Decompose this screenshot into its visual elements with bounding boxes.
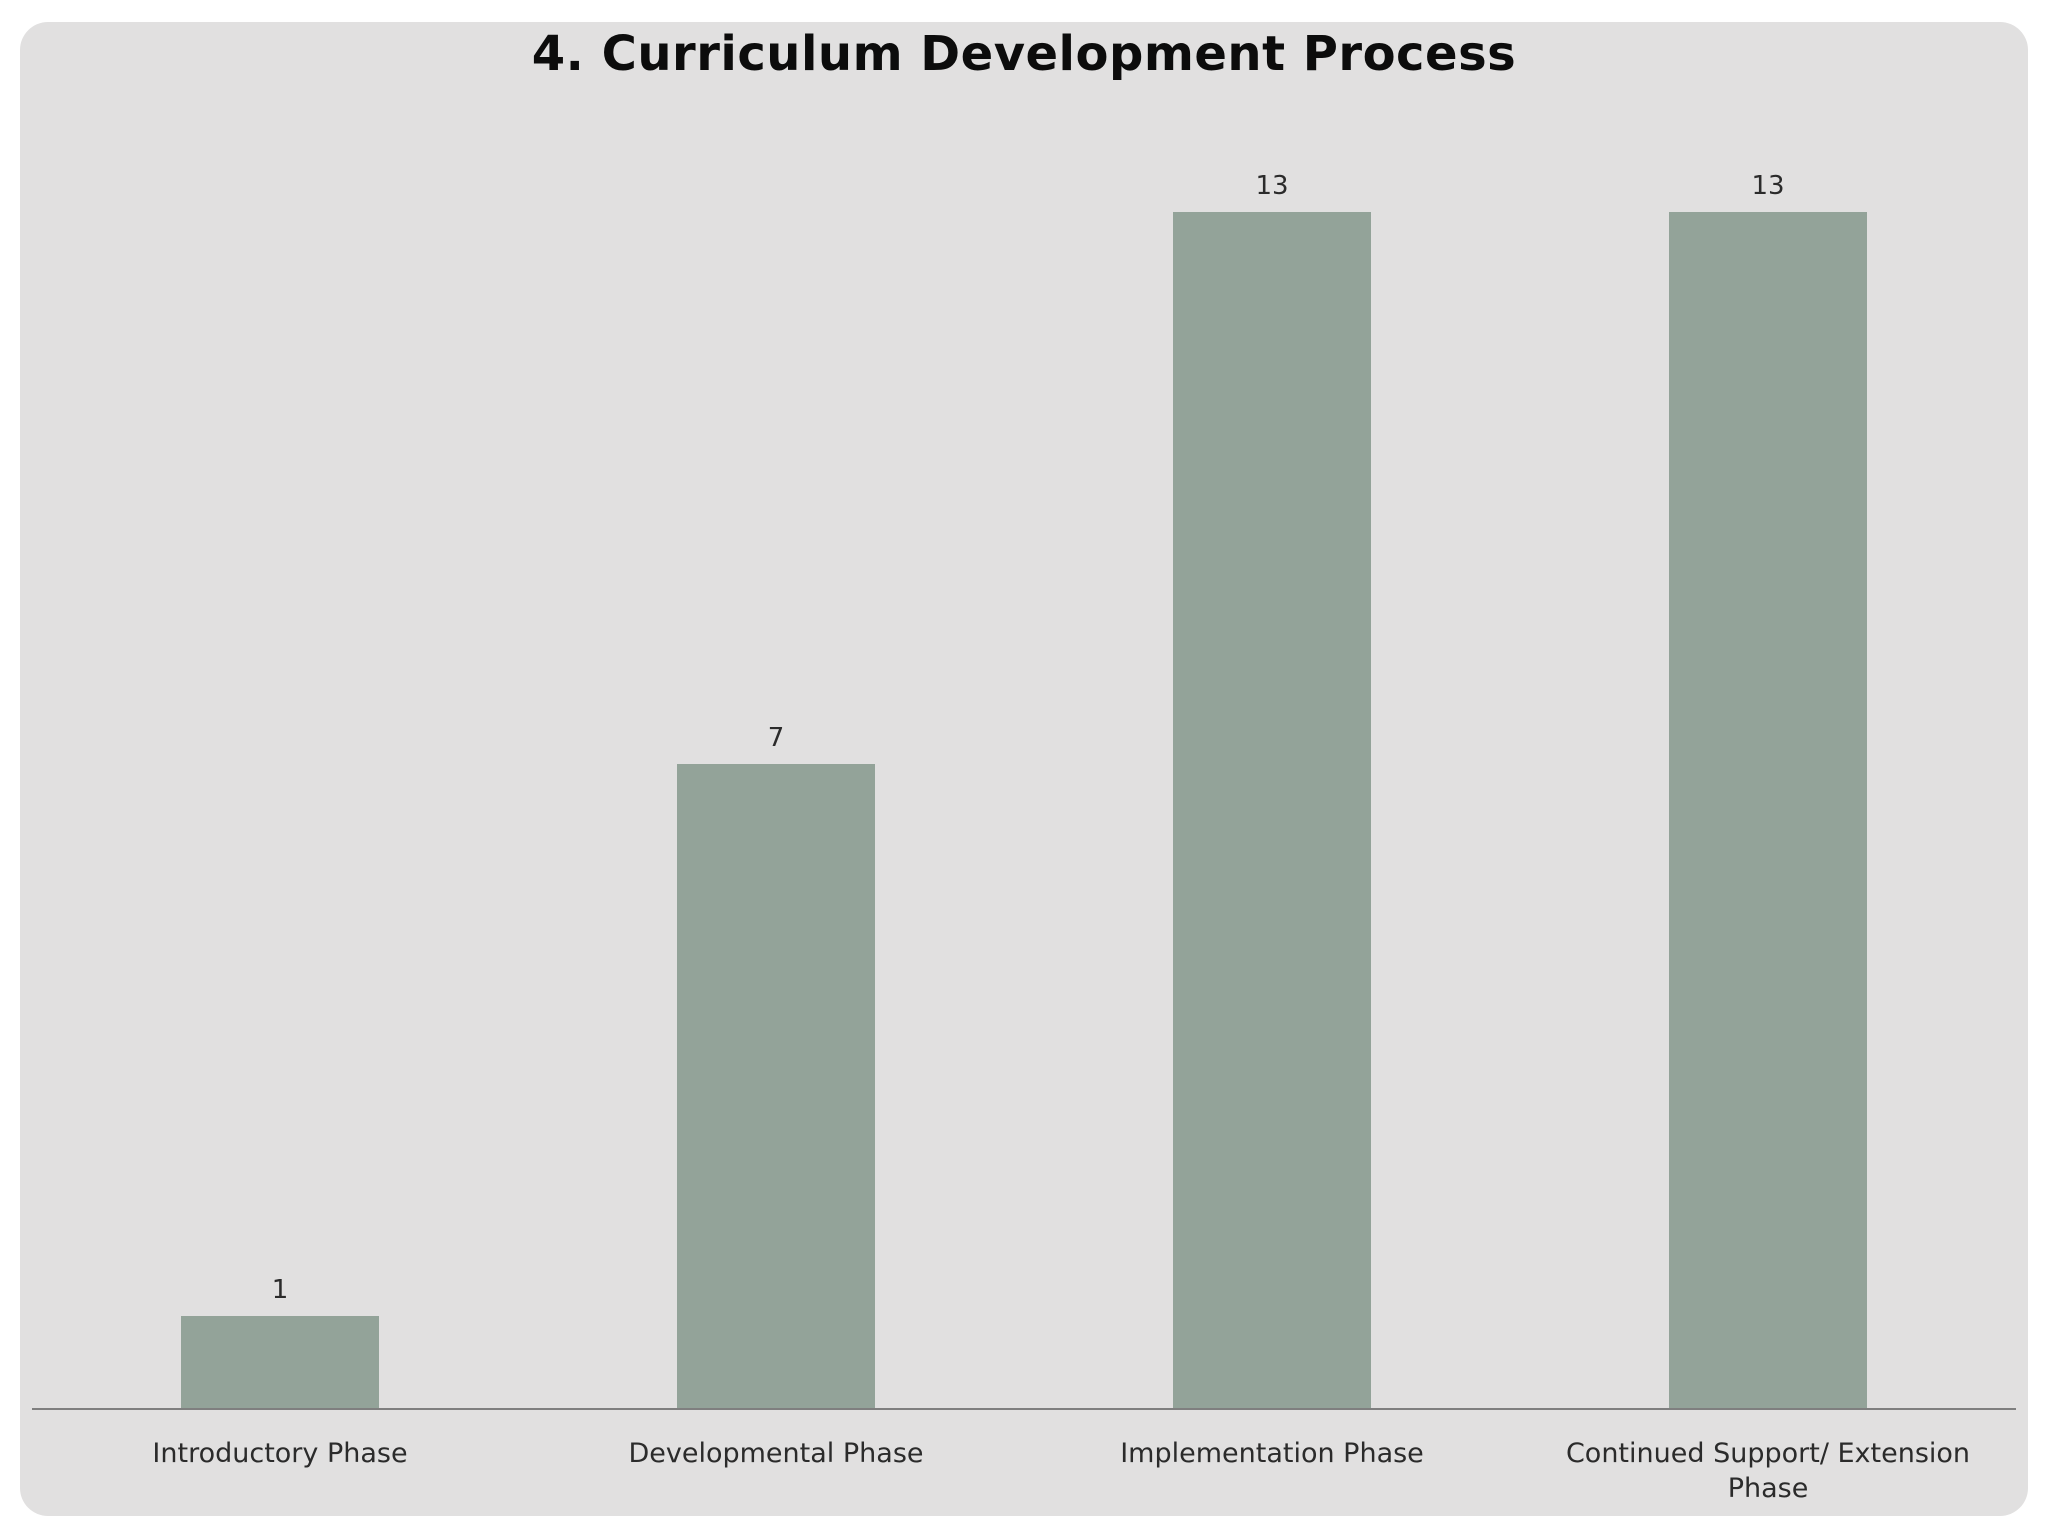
category-label-2: Developmental Phase	[628, 1438, 923, 1469]
bar-2	[677, 764, 875, 1408]
bar-3	[1173, 212, 1371, 1408]
data-label-4: 13	[1751, 171, 1784, 201]
data-label-2: 7	[768, 723, 785, 753]
category-label-4: Continued Support/ Extension Phase	[1566, 1438, 1970, 1504]
bar-4	[1669, 212, 1867, 1408]
bar-1	[181, 1316, 379, 1408]
chart-title: 4. Curriculum Development Process	[531, 26, 1517, 82]
category-label-1: Introductory Phase	[152, 1438, 407, 1469]
category-label-3: Implementation Phase	[1120, 1438, 1424, 1469]
data-label-3: 13	[1255, 171, 1288, 201]
data-label-1: 1	[272, 1275, 289, 1305]
